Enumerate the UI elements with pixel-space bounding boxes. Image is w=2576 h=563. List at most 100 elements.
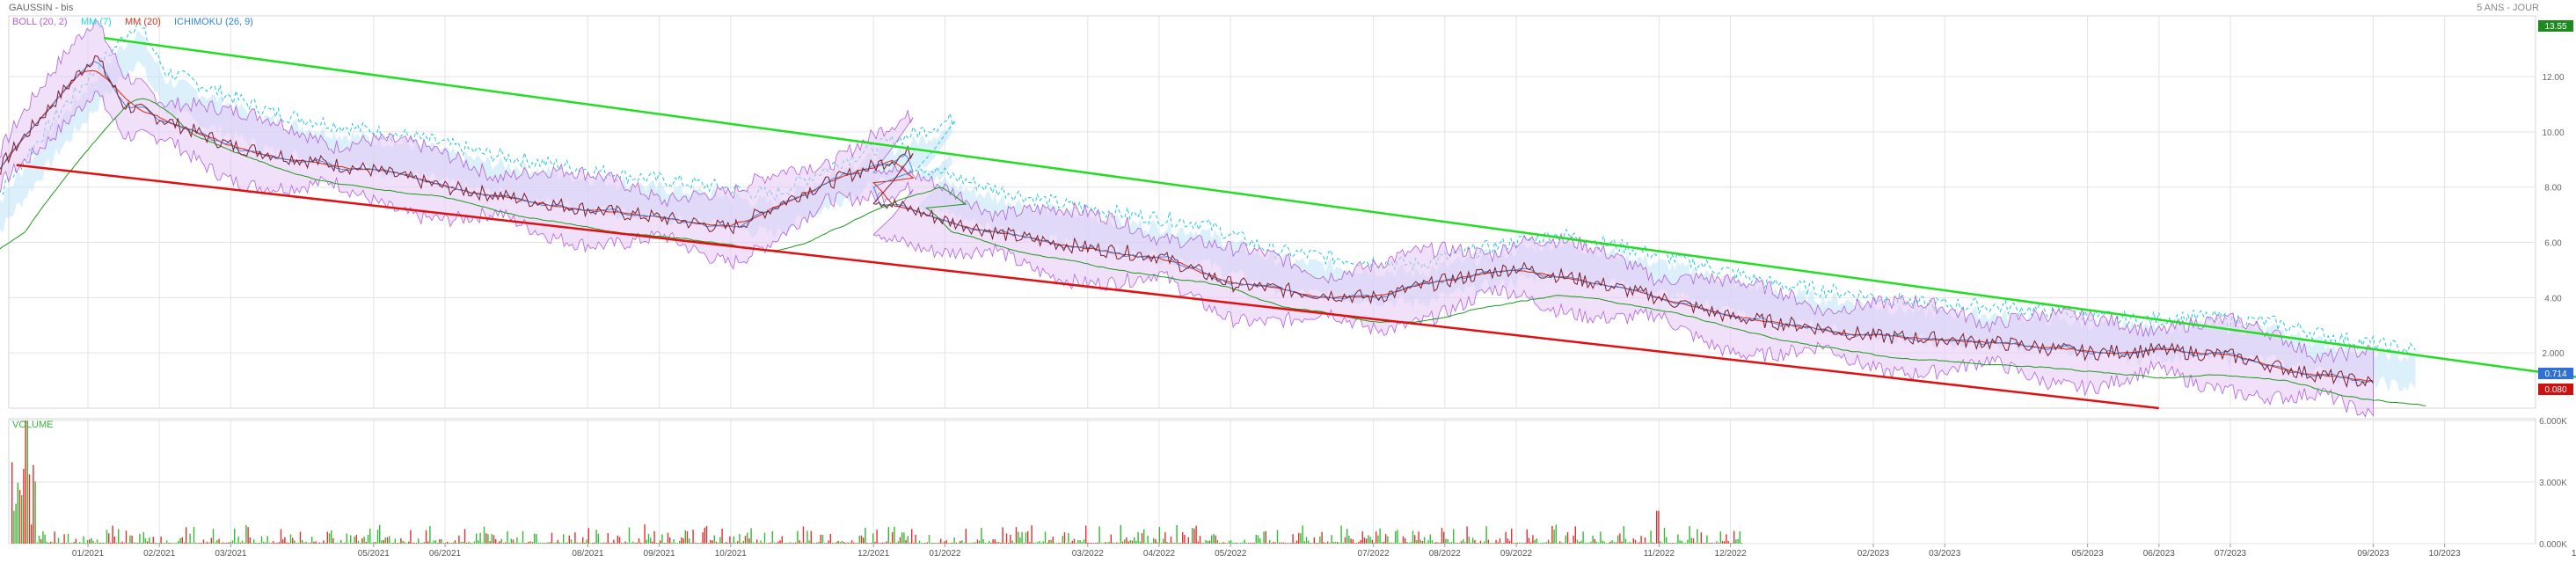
volume-bar: [1387, 536, 1389, 544]
volume-bar: [405, 543, 408, 544]
volume-y-tick-label: 3.000K: [2539, 479, 2567, 488]
volume-bar: [1013, 543, 1015, 544]
volume-bar: [187, 543, 189, 544]
volume-bar: [872, 533, 874, 544]
volume-bar: [605, 543, 607, 544]
volume-bar: [1245, 543, 1247, 544]
legend-boll[interactable]: BOLL (20, 2): [12, 17, 68, 27]
volume-bar: [853, 542, 855, 544]
bottom-price-badge: 0.080: [2538, 384, 2573, 395]
volume-y-axis: 6.000K 3.000K 0.000K: [2539, 417, 2567, 550]
volume-bar: [547, 542, 549, 544]
volume-bar: [350, 535, 352, 544]
volume-bar: [961, 540, 963, 544]
volume-bar: [1145, 543, 1147, 544]
volume-bar: [1644, 537, 1646, 544]
volume-bar: [1532, 535, 1534, 544]
volume-bar: [930, 543, 932, 544]
volume-bar: [1609, 541, 1611, 544]
volume-bar: [311, 537, 313, 544]
price-y-tick-label: 4.00: [2544, 294, 2562, 303]
volume-bar: [493, 535, 495, 544]
volume-bar: [379, 524, 381, 544]
volume-bar: [1677, 534, 1679, 544]
volume-bar: [1733, 530, 1735, 544]
volume-bar: [1737, 538, 1739, 544]
volume-bar: [427, 541, 429, 544]
volume-bar: [160, 536, 162, 544]
legend-mm7[interactable]: MM (7): [81, 17, 112, 27]
volume-bar: [944, 541, 945, 544]
volume-bar: [640, 542, 642, 544]
support-trendline: [16, 164, 2159, 410]
volume-bar: [92, 541, 94, 544]
legend-mm20[interactable]: MM (20): [125, 17, 161, 27]
volume-bar: [305, 541, 307, 544]
volume-bar: [814, 543, 816, 544]
volume-bar: [118, 529, 120, 544]
volume-bar: [413, 542, 415, 544]
volume-bar: [1449, 542, 1450, 544]
volume-bar: [499, 541, 500, 544]
volume-bar: [1192, 528, 1193, 544]
volume-bar: [771, 531, 773, 544]
volume-bar: [18, 489, 21, 544]
x-tick-label: 12/2021: [857, 549, 890, 559]
volume-bar: [69, 543, 71, 544]
volume-bar: [551, 532, 553, 544]
volume-bar: [1702, 543, 1704, 544]
ichimoku-span-line: [0, 22, 2416, 355]
volume-bar: [1000, 542, 1002, 544]
volume-bar: [321, 543, 323, 544]
volume-bar: [512, 539, 514, 544]
volume-bar: [423, 542, 425, 544]
volume-bar: [936, 543, 938, 544]
volume-bar: [1598, 543, 1600, 544]
volume-bar: [710, 539, 712, 544]
volume-bar: [913, 543, 915, 544]
volume-bar: [81, 543, 83, 544]
volume-bar: [52, 542, 54, 544]
volume-bar: [636, 542, 638, 544]
volume-bar: [1160, 543, 1163, 544]
volume-bar: [1412, 530, 1414, 544]
volume-bar: [1408, 542, 1410, 544]
x-tick-label: 05/2023: [2072, 549, 2105, 559]
volume-bar: [421, 543, 423, 544]
volume-bar: [1582, 531, 1584, 544]
volume-bar: [1427, 540, 1429, 544]
volume-bar: [1360, 540, 1361, 544]
volume-bar: [210, 537, 212, 544]
volume-bar: [646, 539, 647, 544]
volume-bar: [607, 533, 609, 544]
volume-bar: [845, 543, 847, 544]
volume-bar: [1079, 540, 1081, 544]
volume-bar: [278, 542, 280, 544]
volume-bar: [1319, 536, 1321, 544]
price-y-tick-label: 12.00: [2542, 73, 2564, 83]
volume-bar: [55, 543, 57, 544]
volume-bar: [208, 542, 210, 544]
volume-bar: [21, 495, 23, 544]
volume-bar: [903, 532, 905, 544]
volume-bar: [824, 542, 826, 544]
volume-bar: [1340, 525, 1342, 544]
volume-bar: [344, 542, 346, 544]
volume-bar: [657, 543, 660, 544]
volume-bar: [1124, 539, 1126, 544]
volume-bar: [1439, 542, 1441, 544]
volume-bar: [1271, 543, 1273, 544]
volume-bar: [534, 533, 536, 544]
x-tick-label: 02/2023: [1857, 549, 1890, 559]
volume-bar: [1126, 537, 1127, 544]
volume-bar: [545, 543, 547, 544]
volume-bar: [1706, 535, 1708, 544]
volume-bar: [698, 543, 700, 544]
volume-bar: [450, 543, 452, 544]
volume-bar: [1540, 543, 1542, 544]
volume-bar: [802, 526, 805, 544]
volume-bar: [974, 542, 976, 544]
volume-bar: [1658, 510, 1660, 544]
volume-bar: [594, 542, 595, 544]
legend-ichimoku[interactable]: ICHIMOKU (26, 9): [174, 17, 253, 27]
